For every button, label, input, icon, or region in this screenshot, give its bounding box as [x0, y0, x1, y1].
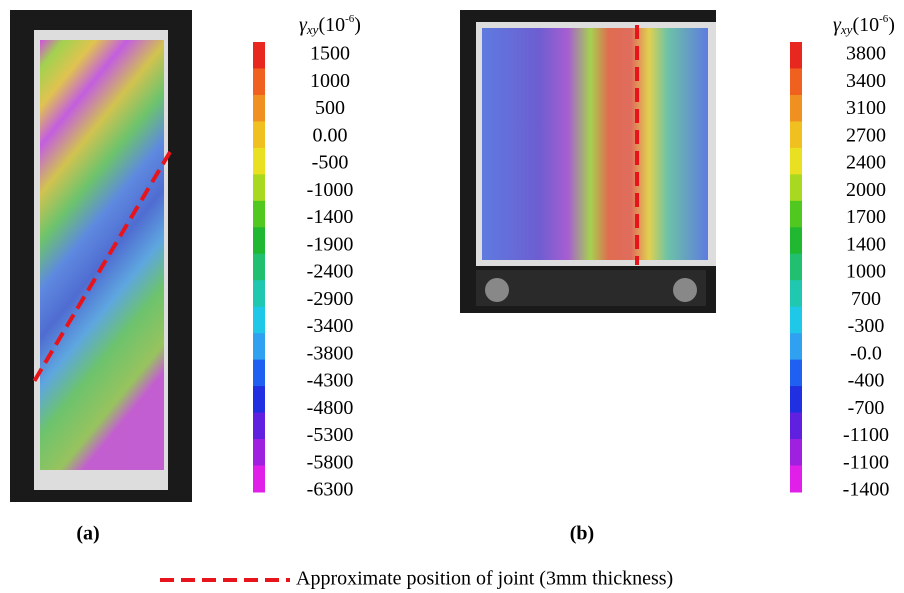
- colorbar-label: 3100: [846, 97, 886, 119]
- colorbar-label: -1400: [307, 206, 354, 228]
- colorbar-label: 2000: [846, 179, 886, 201]
- colorbar-label: 1000: [310, 70, 350, 92]
- colorbar-label: -1400: [843, 479, 890, 501]
- colorbar-label: 3800: [846, 43, 886, 65]
- colorbar-label: -4800: [307, 397, 354, 419]
- colorbar-segment: [790, 306, 802, 334]
- colorbar-label: 3400: [846, 70, 886, 92]
- colorbar-label: -0.0: [850, 342, 882, 364]
- colorbar-segment: [790, 121, 802, 149]
- colorbar-segment: [253, 227, 265, 255]
- subscript: xy: [306, 22, 319, 37]
- colorbar-segment: [790, 68, 802, 96]
- colorbar-label: -400: [848, 370, 885, 392]
- colorbar-segment: [253, 359, 265, 387]
- colorbar-segment: [790, 359, 802, 387]
- colorbar-segment: [790, 94, 802, 122]
- colorbar-segment: [790, 333, 802, 361]
- colorbar-label: 0.00: [313, 124, 348, 146]
- colorbar-label: 2700: [846, 124, 886, 146]
- colorbar-label: -1100: [843, 424, 889, 446]
- colorbar-segment: [790, 465, 802, 493]
- colorbar-label: 500: [315, 97, 345, 119]
- colorbar-segment: [253, 333, 265, 361]
- colorbar-label: 700: [851, 288, 881, 310]
- colorbar-label: -3800: [307, 342, 354, 364]
- colorbar-segment: [253, 439, 265, 467]
- exponent: -6: [879, 13, 889, 25]
- colorbar-segment: [790, 439, 802, 467]
- colorbar-label: -500: [312, 152, 349, 174]
- colorbar-label: 1000: [846, 261, 886, 283]
- colorbar-segment: [790, 174, 802, 202]
- colorbar-label: 1500: [310, 43, 350, 65]
- colorbar-segment: [253, 121, 265, 149]
- colorbar-segment: [253, 94, 265, 122]
- colorbar-segment: [253, 42, 265, 69]
- legend-label: Approximate position of joint (3mm thick…: [296, 568, 673, 590]
- colorbar-segment: [790, 42, 802, 69]
- colorbar-label: -700: [848, 397, 885, 419]
- colorbar-segment: [790, 253, 802, 281]
- colorbar-label: -4300: [307, 370, 354, 392]
- subscript: xy: [840, 22, 853, 37]
- panel-caption: (b): [570, 523, 594, 545]
- colorbar-segment: [790, 412, 802, 440]
- panel-caption: (a): [76, 523, 99, 545]
- colorbar-segment: [253, 174, 265, 202]
- colorbar-segment: [253, 68, 265, 96]
- colorbar-segment: [253, 253, 265, 281]
- panel-b-image: [460, 10, 716, 313]
- colorbar-segment: [790, 280, 802, 308]
- colorbar-segment: [790, 386, 802, 414]
- colorbar-segment: [253, 306, 265, 334]
- panel-a-image: [10, 10, 192, 502]
- colorbar-segment: [790, 200, 802, 228]
- symbol: γ: [833, 14, 842, 36]
- colorbar-label: -1900: [307, 233, 354, 255]
- colorbar-segment: [253, 465, 265, 493]
- colorbar-label: -300: [848, 315, 885, 337]
- colorbar-label: -2400: [307, 261, 354, 283]
- unit-end: ): [888, 14, 895, 36]
- symbol: γ: [299, 14, 308, 36]
- colorbar-segment: [253, 147, 265, 175]
- colorbar-label: -3400: [307, 315, 354, 337]
- colorbar-title: γxy(10-6): [299, 13, 361, 37]
- colorbar-label: -5800: [307, 451, 354, 473]
- colorbar-segment: [790, 147, 802, 175]
- colorbar-label: 2400: [846, 152, 886, 174]
- colorbar-segment: [790, 227, 802, 255]
- colorbar-label: 1400: [846, 233, 886, 255]
- colorbar-label: -6300: [307, 479, 354, 501]
- colorbar-title: γxy(10-6): [833, 13, 895, 37]
- unit: (10: [318, 14, 345, 36]
- colorbar-segment: [253, 412, 265, 440]
- exponent: -6: [345, 13, 355, 25]
- unit-end: ): [354, 14, 361, 36]
- colorbar-label: -2900: [307, 288, 354, 310]
- unit: (10: [852, 14, 879, 36]
- colorbar-label: -1000: [307, 179, 354, 201]
- colorbar-label: -5300: [307, 424, 354, 446]
- colorbar-label: 1700: [846, 206, 886, 228]
- colorbar-segment: [253, 200, 265, 228]
- colorbar-label: -1100: [843, 451, 889, 473]
- colorbar-segment: [253, 280, 265, 308]
- colorbar-segment: [253, 386, 265, 414]
